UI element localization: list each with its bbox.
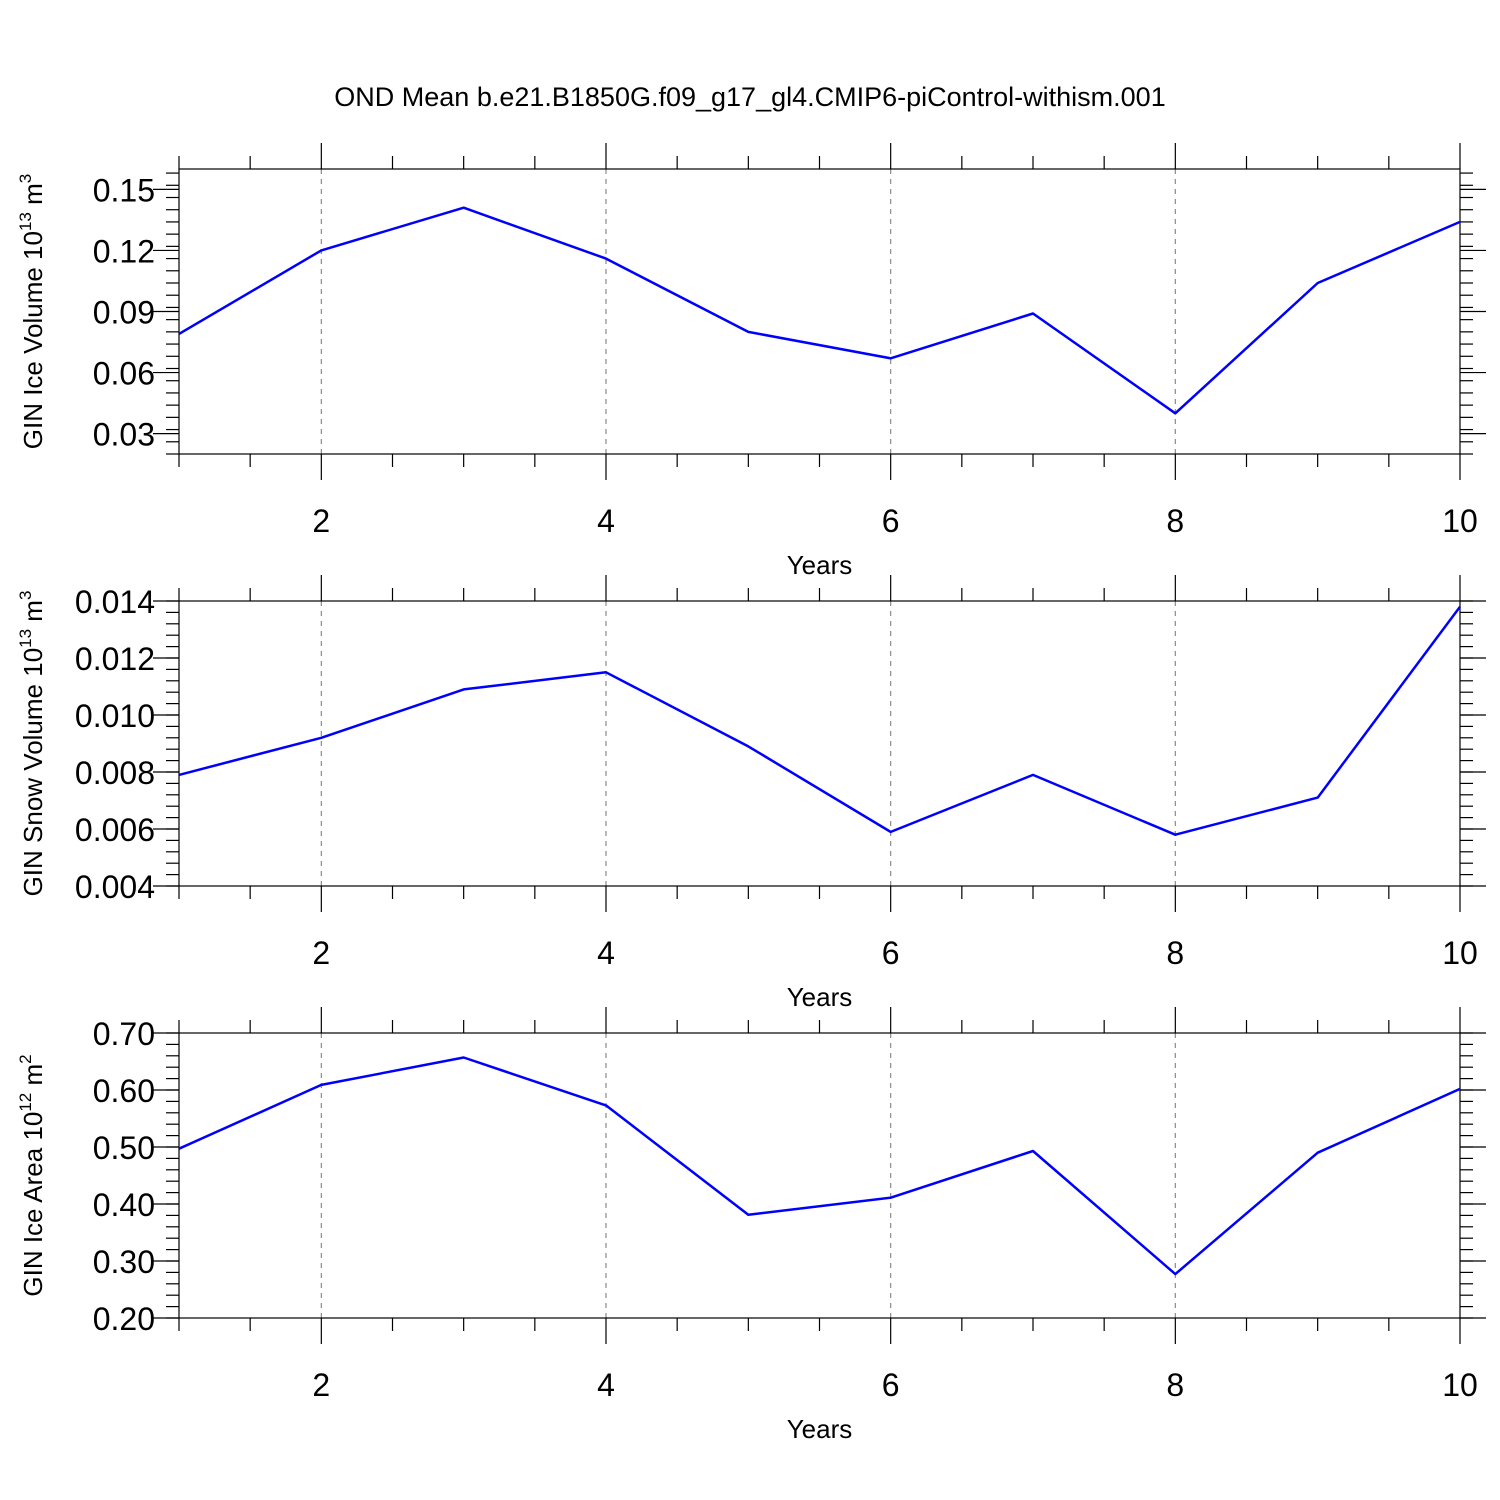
y-tick-label: 0.60 xyxy=(93,1073,155,1109)
x-axis-title: Years xyxy=(787,1414,853,1444)
y-tick-label: 0.50 xyxy=(93,1130,155,1166)
y-tick-label: 0.70 xyxy=(93,1016,155,1052)
x-tick-label: 10 xyxy=(1442,935,1478,971)
x-tick-label: 6 xyxy=(882,935,900,971)
x-axis-title: Years xyxy=(787,550,853,580)
x-tick-label: 4 xyxy=(597,1367,615,1403)
x-tick-label: 2 xyxy=(312,503,330,539)
x-tick-label: 10 xyxy=(1442,503,1478,539)
panel-2: 2 4 6 8 10 0.004 0.006 0.008 0.010 0.012 0.014 Year… xyxy=(16,575,1486,1012)
y-tick-label: 0.40 xyxy=(93,1187,155,1223)
y-tick-label: 0.03 xyxy=(93,417,155,453)
y-tick-label: 0.010 xyxy=(75,698,155,734)
series-line-1 xyxy=(178,206,1461,415)
panel-1: 2 4 6 8 10 0.03 0.06 0.09 0.12 0.15 Years GIN Ice V… xyxy=(16,143,1486,580)
x-tick-label: 8 xyxy=(1166,935,1184,971)
y-axis-title: GIN Snow Volume 1013 m3 xyxy=(16,591,48,897)
y-tick-label: 0.20 xyxy=(93,1301,155,1337)
x-axis-title: Years xyxy=(787,982,853,1012)
x-tick-label: 6 xyxy=(882,1367,900,1403)
y-tick-label: 0.15 xyxy=(93,172,155,208)
y-tick-label: 0.30 xyxy=(93,1244,155,1280)
y-tick-label: 0.006 xyxy=(75,812,155,848)
y-tick-label: 0.008 xyxy=(75,755,155,791)
x-tick-label: 10 xyxy=(1442,1367,1478,1403)
y-axis-title: GIN Ice Volume 1013 m3 xyxy=(16,174,48,450)
y-tick-label: 0.012 xyxy=(75,641,155,677)
y-tick-label: 0.09 xyxy=(93,295,155,331)
x-tick-label: 2 xyxy=(312,935,330,971)
series-line-1 xyxy=(178,1056,1461,1276)
y-tick-label: 0.06 xyxy=(93,356,155,392)
figure-title: OND Mean b.e21.B1850G.f09_g17_gl4.CMIP6-… xyxy=(334,82,1165,112)
y-axis-title: GIN Ice Area 1012 m2 xyxy=(16,1054,48,1296)
panels-group: 2 4 6 8 10 0.03 0.06 0.09 0.12 0.15 Years GIN Ice V… xyxy=(16,143,1486,1444)
y-tick-label: 0.014 xyxy=(75,584,155,620)
series-line-1 xyxy=(178,605,1462,836)
x-tick-label: 4 xyxy=(597,503,615,539)
x-tick-label: 8 xyxy=(1166,503,1184,539)
x-tick-label: 6 xyxy=(882,503,900,539)
panel-3: 2 4 6 8 10 0.20 0.30 0.40 0.50 0.60 0.70 Years GIN I… xyxy=(16,1007,1486,1444)
y-tick-label: 0.004 xyxy=(75,869,155,905)
x-tick-label: 2 xyxy=(312,1367,330,1403)
y-tick-label: 0.12 xyxy=(93,233,155,269)
x-tick-label: 8 xyxy=(1166,1367,1184,1403)
x-tick-label: 4 xyxy=(597,935,615,971)
